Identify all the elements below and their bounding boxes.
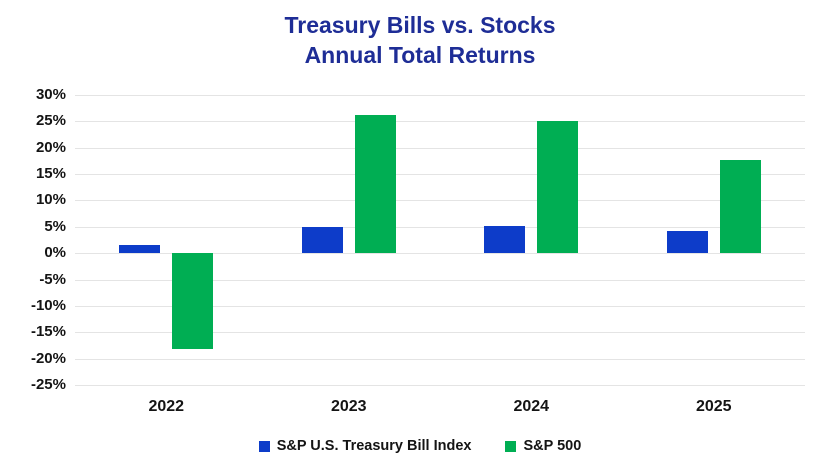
gridline <box>75 358 805 360</box>
legend-label: S&P 500 <box>523 438 582 454</box>
bar-sp500-2024 <box>537 121 579 254</box>
legend-swatch-icon <box>505 440 517 452</box>
gridline <box>75 279 805 281</box>
gridline <box>75 305 805 307</box>
gridline <box>75 385 805 386</box>
chart-title-line2: Annual Total Returns <box>304 42 536 68</box>
x-tick-label-2024: 2024 <box>513 398 550 415</box>
legend: S&P U.S. Treasury Bill Index S&P 500 <box>0 438 840 454</box>
gridline <box>75 95 805 96</box>
bar-sp500-2022 <box>172 253 214 349</box>
bar-treasury-bill-2023 <box>301 226 343 254</box>
y-tick-label: -15% <box>30 323 66 341</box>
y-axis-labels: 30% 25% 20% 15% 10% 5% 0% -5% -10% -15% -20% -25% <box>0 86 66 393</box>
bar-treasury-bill-2022 <box>119 245 161 254</box>
y-tick-label: 20% <box>35 138 66 156</box>
y-tick-label: 30% <box>35 86 66 103</box>
gridline <box>75 226 805 228</box>
gridline <box>75 174 805 176</box>
gridline <box>75 200 805 202</box>
x-tick-label-2025: 2025 <box>695 398 732 415</box>
bar-sp500-2025 <box>719 159 761 254</box>
gridline <box>75 253 805 255</box>
plot-area <box>75 95 805 386</box>
y-tick-label: 15% <box>35 165 66 183</box>
gridline <box>75 332 805 334</box>
y-tick-label: 5% <box>44 217 66 235</box>
y-tick-label: 10% <box>35 191 66 209</box>
chart-title-line1: Treasury Bills vs. Stocks <box>284 12 556 38</box>
x-tick-label-2022: 2022 <box>148 398 185 415</box>
gridline <box>75 147 805 149</box>
gridline <box>75 121 805 123</box>
bar-treasury-bill-2025 <box>666 231 708 254</box>
legend-item-sp500: S&P 500 <box>505 438 581 454</box>
y-tick-label: -5% <box>39 270 66 288</box>
y-tick-label: -20% <box>30 349 66 367</box>
x-tick-label-2023: 2023 <box>330 398 367 415</box>
bar-sp500-2023 <box>354 114 396 254</box>
y-tick-label: -25% <box>30 376 66 393</box>
legend-label: S&P U.S. Treasury Bill Index <box>276 438 472 454</box>
legend-item-treasury-bill: S&P U.S. Treasury Bill Index <box>258 438 472 454</box>
chart-title: Treasury Bills vs. Stocks Annual Total R… <box>0 10 840 70</box>
bar-treasury-bill-2024 <box>484 225 526 254</box>
x-axis-labels: 2022 2023 2024 2025 <box>75 396 805 418</box>
legend-swatch-icon <box>258 440 270 452</box>
y-tick-label: -10% <box>30 296 66 314</box>
y-tick-label: 25% <box>35 112 66 130</box>
y-tick-label: 0% <box>44 244 66 262</box>
